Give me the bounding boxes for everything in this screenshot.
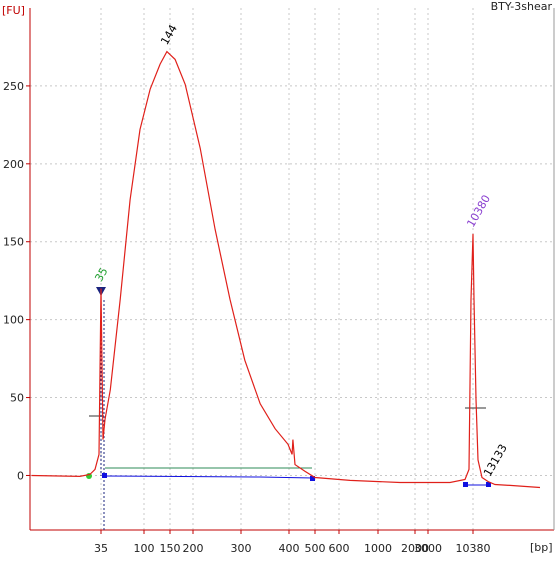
baseline [103,475,314,479]
y-tick-label: 0 [17,469,24,482]
baseline-handle [102,473,107,478]
x-tick-label: 400 [279,542,300,555]
x-axis-label: [bp] [530,541,553,554]
x-tick-label: 300 [231,542,252,555]
chart-title: BTY-3shear [491,0,553,13]
x-tick-label: 3000 [414,542,442,555]
y-tick-label: 250 [3,80,24,93]
x-tick-label: 1000 [364,542,392,555]
y-tick-label: 100 [3,314,24,327]
x-tick-label: 600 [329,542,350,555]
y-tick-label: 150 [3,236,24,249]
y-tick-label: 200 [3,158,24,171]
x-tick-label: 10380 [456,542,491,555]
x-tick-label: 2000 [401,542,429,555]
y-tick-label: 50 [10,392,24,405]
x-tick-label: 100 [134,542,155,555]
x-tick-label: 35 [94,542,108,555]
baseline-handle [463,482,468,487]
x-tick-label: 500 [305,542,326,555]
x-tick-label: 200 [183,542,204,555]
baseline-handle [310,476,315,481]
y-axis-label: [FU] [2,4,25,17]
baseline-handle [486,482,491,487]
trace [31,50,541,489]
peak-label: 35 [92,265,110,284]
x-tick-label: 150 [160,542,181,555]
